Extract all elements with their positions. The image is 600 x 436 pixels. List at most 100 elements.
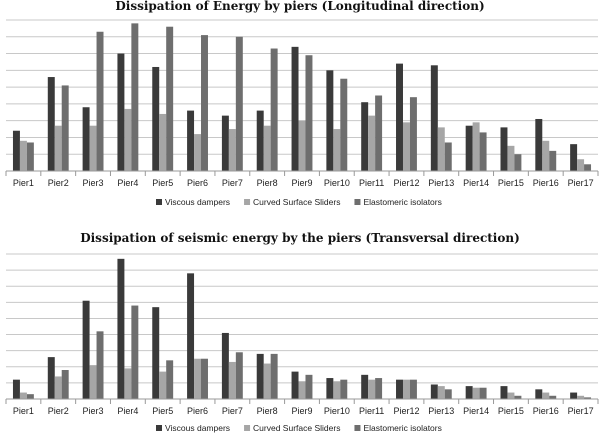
bar-elastomeric-isolators-pier2 [61, 85, 69, 171]
x-tick-label: Pier10 [324, 178, 350, 188]
bar-elastomeric-isolators-pier14 [479, 387, 487, 399]
x-tick-label: Pier17 [568, 406, 594, 416]
bar-elastomeric-isolators-pier8 [270, 353, 278, 399]
bar-curved-surface-sliders-pier13 [437, 127, 445, 171]
bar-curved-surface-sliders-pier10 [333, 381, 341, 399]
x-tick-label: Pier12 [393, 406, 419, 416]
x-tick-label: Pier6 [187, 406, 208, 416]
bar-elastomeric-isolators-pier2 [61, 370, 69, 399]
bar-viscous-dampers-pier7 [221, 332, 229, 399]
legend-swatch [156, 425, 162, 431]
bar-elastomeric-isolators-pier12 [409, 97, 417, 171]
bar-elastomeric-isolators-pier10 [340, 379, 348, 399]
bar-elastomeric-isolators-pier6 [201, 35, 208, 171]
x-tick-label: Pier2 [48, 178, 69, 188]
bar-curved-surface-sliders-pier11 [368, 379, 376, 399]
x-tick-label: Pier1 [13, 406, 34, 416]
bar-viscous-dampers-pier5 [152, 307, 160, 399]
bar-viscous-dampers-pier2 [47, 357, 55, 399]
bar-viscous-dampers-pier9 [291, 371, 299, 399]
x-tick-label: Pier7 [222, 178, 243, 188]
bar-elastomeric-isolators-pier9 [305, 374, 313, 399]
bar-curved-surface-sliders-pier17 [577, 395, 585, 399]
bar-curved-surface-sliders-pier16 [542, 392, 550, 399]
bar-curved-surface-sliders-pier2 [54, 376, 62, 399]
bar-curved-surface-sliders-pier8 [263, 125, 271, 171]
bar-elastomeric-isolators-pier13 [444, 142, 452, 171]
x-tick-label: Pier6 [187, 178, 208, 188]
bar-elastomeric-isolators-pier15 [514, 154, 522, 171]
bar-elastomeric-isolators-pier13 [444, 389, 452, 399]
bar-viscous-dampers-pier16 [535, 389, 543, 399]
legend: Viscous dampers Curved Surface Sliders Ela… [156, 197, 442, 207]
bar-curved-surface-sliders-pier13 [437, 386, 445, 399]
x-tick-label: Pier4 [117, 178, 138, 188]
x-tick-label: Pier3 [83, 406, 104, 416]
bar-curved-surface-sliders-pier11 [368, 115, 376, 171]
bar-elastomeric-isolators-pier16 [549, 395, 557, 399]
bar-elastomeric-isolators-pier7 [235, 352, 243, 399]
bar-viscous-dampers-pier17 [570, 144, 578, 171]
bar-curved-surface-sliders-pier6 [194, 358, 202, 399]
bar-viscous-dampers-pier3 [82, 300, 90, 399]
legend-label: Viscous dampers [165, 197, 230, 207]
chart-transversal-svg: Dissipation of seismic energy by the pie… [5, 231, 599, 433]
bar-curved-surface-sliders-pier16 [542, 140, 550, 171]
bar-viscous-dampers-pier11 [361, 374, 369, 399]
bar-curved-surface-sliders-pier3 [89, 125, 97, 171]
bar-curved-surface-sliders-pier2 [54, 125, 62, 171]
gridlines [6, 19, 598, 172]
x-tick-label: Pier12 [393, 178, 419, 188]
x-tick-label: Pier14 [463, 178, 489, 188]
legend-label: Elastomeric isolators [363, 197, 441, 207]
x-tick-label: Pier13 [428, 178, 454, 188]
bar-viscous-dampers-pier8 [256, 110, 264, 171]
x-tick-label: Pier5 [152, 406, 173, 416]
bar-curved-surface-sliders-pier1 [19, 392, 27, 399]
x-tick-label: Pier13 [428, 406, 454, 416]
bar-viscous-dampers-pier5 [152, 66, 160, 171]
legend-swatch [354, 199, 361, 205]
x-tick-label: Pier11 [359, 178, 384, 188]
bar-viscous-dampers-pier10 [326, 70, 334, 171]
bar-viscous-dampers-pier8 [256, 353, 264, 399]
legend-swatch [244, 199, 251, 205]
x-tick-label: Pier8 [257, 178, 278, 188]
bar-elastomeric-isolators-pier5 [166, 26, 174, 172]
bar-viscous-dampers-pier13 [430, 65, 438, 171]
x-tick-label: Pier15 [498, 178, 524, 188]
bar-elastomeric-isolators-pier17 [584, 397, 592, 399]
bar-viscous-dampers-pier6 [187, 273, 195, 399]
bar-viscous-dampers-pier11 [361, 102, 369, 171]
bar-curved-surface-sliders-pier3 [89, 365, 97, 399]
bar-viscous-dampers-pier14 [465, 125, 473, 171]
bar-curved-surface-sliders-pier15 [507, 392, 515, 399]
bar-viscous-dampers-pier15 [500, 127, 508, 171]
bar-viscous-dampers-pier4 [117, 258, 125, 399]
bar-viscous-dampers-pier9 [291, 46, 299, 171]
x-tick-label: Pier16 [533, 178, 559, 188]
bar-elastomeric-isolators-pier17 [584, 164, 592, 171]
bar-viscous-dampers-pier15 [500, 386, 508, 399]
x-tick-label: Pier4 [117, 406, 138, 416]
chart-title: Dissipation of Energy by piers (Longitud… [115, 0, 484, 13]
bar-elastomeric-isolators-pier15 [514, 395, 522, 399]
chart-title: Dissipation of seismic energy by the pie… [80, 231, 520, 245]
bar-curved-surface-sliders-pier10 [333, 129, 341, 171]
x-tick-label: Pier17 [568, 178, 594, 188]
x-tick-label: Pier16 [533, 406, 559, 416]
chart-longitudinal-svg: Dissipation of Energy by piers (Longitud… [5, 0, 599, 207]
bar-elastomeric-isolators-pier7 [235, 36, 243, 172]
bar-elastomeric-isolators-pier3 [96, 331, 104, 399]
bar-curved-surface-sliders-pier12 [402, 379, 410, 399]
x-tick-label: Pier9 [291, 178, 312, 188]
bar-elastomeric-isolators-pier10 [340, 78, 348, 171]
legend-swatch [244, 425, 251, 431]
bar-viscous-dampers-pier1 [12, 130, 20, 171]
x-tick-label: Pier9 [291, 406, 312, 416]
bar-elastomeric-isolators-pier4 [131, 23, 139, 171]
bar-elastomeric-isolators-pier16 [549, 150, 557, 171]
bar-elastomeric-isolators-pier9 [305, 55, 313, 171]
bar-curved-surface-sliders-pier5 [159, 371, 167, 399]
bar-elastomeric-isolators-pier11 [375, 95, 383, 171]
